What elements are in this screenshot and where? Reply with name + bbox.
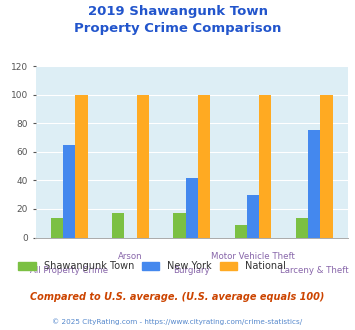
- Text: All Property Crime: All Property Crime: [30, 266, 108, 275]
- Text: Burglary: Burglary: [173, 266, 210, 275]
- Bar: [186, 178, 198, 238]
- Text: Compared to U.S. average. (U.S. average equals 100): Compared to U.S. average. (U.S. average …: [30, 292, 325, 302]
- Text: 2019 Shawangunk Town
Property Crime Comparison: 2019 Shawangunk Town Property Crime Comp…: [74, 5, 281, 35]
- Bar: [308, 130, 320, 238]
- Bar: [296, 217, 308, 238]
- Bar: [198, 95, 210, 238]
- Bar: [137, 95, 149, 238]
- Text: Motor Vehicle Theft: Motor Vehicle Theft: [211, 252, 295, 261]
- Bar: [235, 225, 247, 238]
- Bar: [75, 95, 88, 238]
- Bar: [320, 95, 333, 238]
- Bar: [51, 217, 63, 238]
- Bar: [63, 145, 75, 238]
- Text: © 2025 CityRating.com - https://www.cityrating.com/crime-statistics/: © 2025 CityRating.com - https://www.city…: [53, 318, 302, 325]
- Legend: Shawangunk Town, New York, National: Shawangunk Town, New York, National: [16, 258, 289, 274]
- Bar: [259, 95, 271, 238]
- Text: Larceny & Theft: Larceny & Theft: [280, 266, 349, 275]
- Bar: [173, 213, 186, 238]
- Bar: [112, 213, 124, 238]
- Text: Arson: Arson: [118, 252, 143, 261]
- Bar: [247, 195, 259, 238]
